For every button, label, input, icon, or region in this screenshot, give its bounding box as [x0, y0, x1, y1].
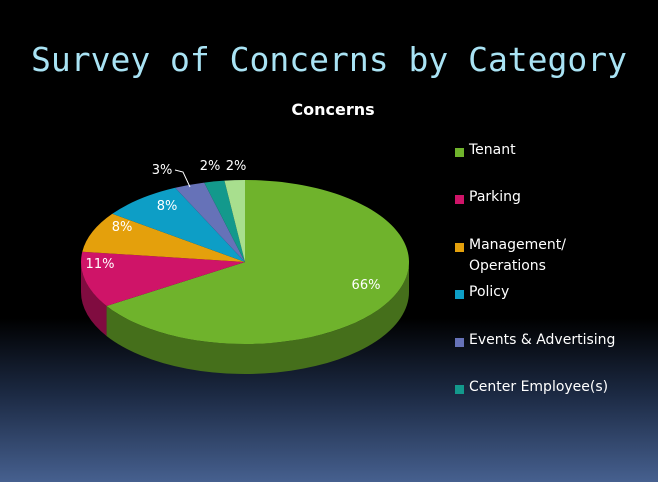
legend-label-1: Parking: [469, 189, 521, 205]
legend-label-4: Events & Advertising: [469, 332, 616, 348]
slide-title: Survey of Concerns by Category: [30, 40, 628, 79]
pie-data-label-2: 8%: [112, 220, 133, 235]
legend-label-2: Management/ Operations: [469, 237, 566, 274]
pie-leader-line: [174, 169, 191, 188]
legend-swatch-2: [455, 243, 464, 252]
pie-tops: [80, 180, 410, 344]
pie-slice-5: [204, 180, 245, 262]
pie-slice-6: [224, 180, 245, 262]
legend-swatch-3: [455, 290, 464, 299]
legend-swatch-5: [455, 385, 464, 394]
legend-label-3: Policy: [469, 284, 510, 300]
pie-data-label-0: 66%: [352, 278, 381, 293]
pie-data-label-4: 3%: [152, 163, 173, 178]
pie-data-label-5: 2%: [200, 159, 221, 174]
pie-data-label-6: 2%: [226, 159, 247, 174]
pie-slice-3: [112, 187, 245, 262]
pie-data-label-3: 8%: [157, 199, 178, 214]
legend-swatch-1: [455, 195, 464, 204]
pie-data-label-1: 11%: [86, 257, 115, 272]
chart-title: Concerns: [291, 100, 375, 119]
pie-slice-2: [82, 213, 246, 262]
pie-slice-0: [106, 180, 410, 344]
pie-slice-side-1: [81, 262, 107, 336]
pie-sides: [81, 262, 410, 374]
pie-slice-4: [175, 182, 245, 262]
legend-swatch-4: [455, 338, 464, 347]
pie-slice-side-0: [106, 262, 410, 374]
pie-slice-1: [80, 251, 245, 306]
legend-swatch-0: [455, 148, 464, 157]
legend-label-5: Center Employee(s): [469, 379, 609, 395]
legend-label-0: Tenant: [469, 142, 516, 158]
